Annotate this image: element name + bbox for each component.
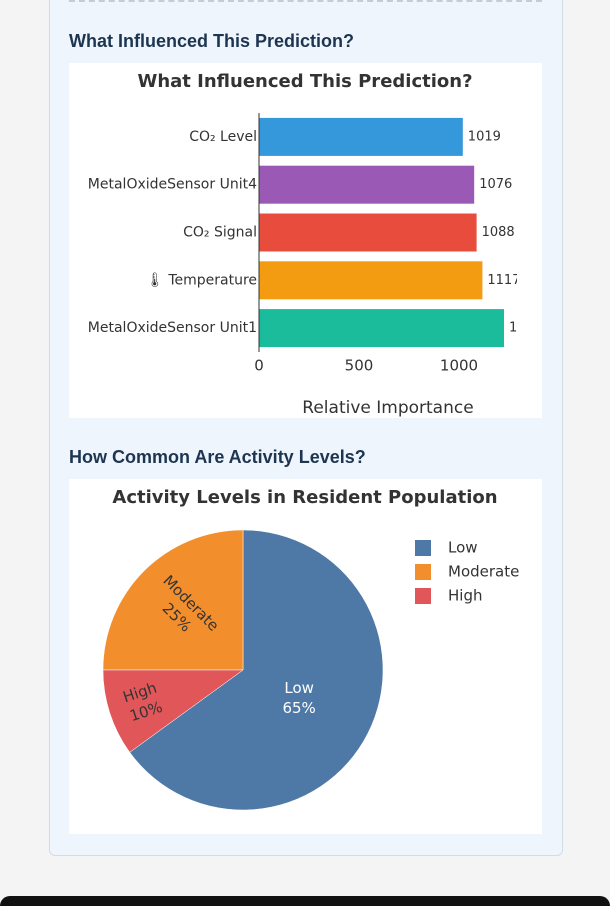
x-tick-label: 0 xyxy=(254,357,264,375)
bar xyxy=(259,309,504,348)
y-tick-label: CO₂ Signal xyxy=(183,225,257,241)
divider xyxy=(69,0,542,2)
pie-slice xyxy=(102,669,244,753)
chart-title: What Influenced This Prediction? xyxy=(137,71,472,92)
slice-label: Low 65% xyxy=(282,679,315,717)
legend-label: Low xyxy=(448,539,478,557)
bar xyxy=(259,261,483,300)
pie-slice xyxy=(129,529,384,811)
window-edge xyxy=(0,896,610,906)
chart-title: Activity Levels in Resident Population xyxy=(112,487,497,508)
x-axis-title: Relative Importance xyxy=(302,398,473,418)
x-tick-label: 1000 xyxy=(440,357,478,375)
slice-value: 65% xyxy=(282,699,315,717)
legend-swatch xyxy=(415,540,431,556)
pie-chart: Activity Levels in Resident Population L… xyxy=(69,479,542,834)
pie-slice xyxy=(102,529,244,671)
plot-area: 1019 1076 1088 1117 1225 xyxy=(468,129,542,336)
y-tick-label: MetalOxideSensor Unit1 xyxy=(88,320,257,336)
bar xyxy=(259,213,477,252)
x-tick-label: 500 xyxy=(345,357,374,375)
value-label: 1117 xyxy=(487,273,520,288)
bar xyxy=(259,165,475,204)
y-tick-label: CO₂ Level xyxy=(189,129,257,145)
bar xyxy=(259,117,463,156)
slice-name: Low xyxy=(284,679,314,697)
legend-swatch xyxy=(415,564,431,580)
legend-label: Moderate xyxy=(448,563,519,581)
value-label: 1019 xyxy=(468,129,501,144)
value-label: 1225 xyxy=(509,321,542,336)
value-label: 1088 xyxy=(482,225,515,240)
bar-chart: What Influenced This Prediction? Relativ… xyxy=(69,63,542,418)
y-tick-label: MetalOxideSensor Unit4 xyxy=(88,177,257,193)
section-heading: What Influenced This Prediction? xyxy=(69,31,355,51)
value-label: 1076 xyxy=(479,177,512,192)
legend-swatch xyxy=(415,588,431,604)
section-heading: How Common Are Activity Levels? xyxy=(69,447,366,467)
y-tick-label: 🌡 Temperature xyxy=(146,272,257,288)
legend-label: High xyxy=(448,587,482,605)
